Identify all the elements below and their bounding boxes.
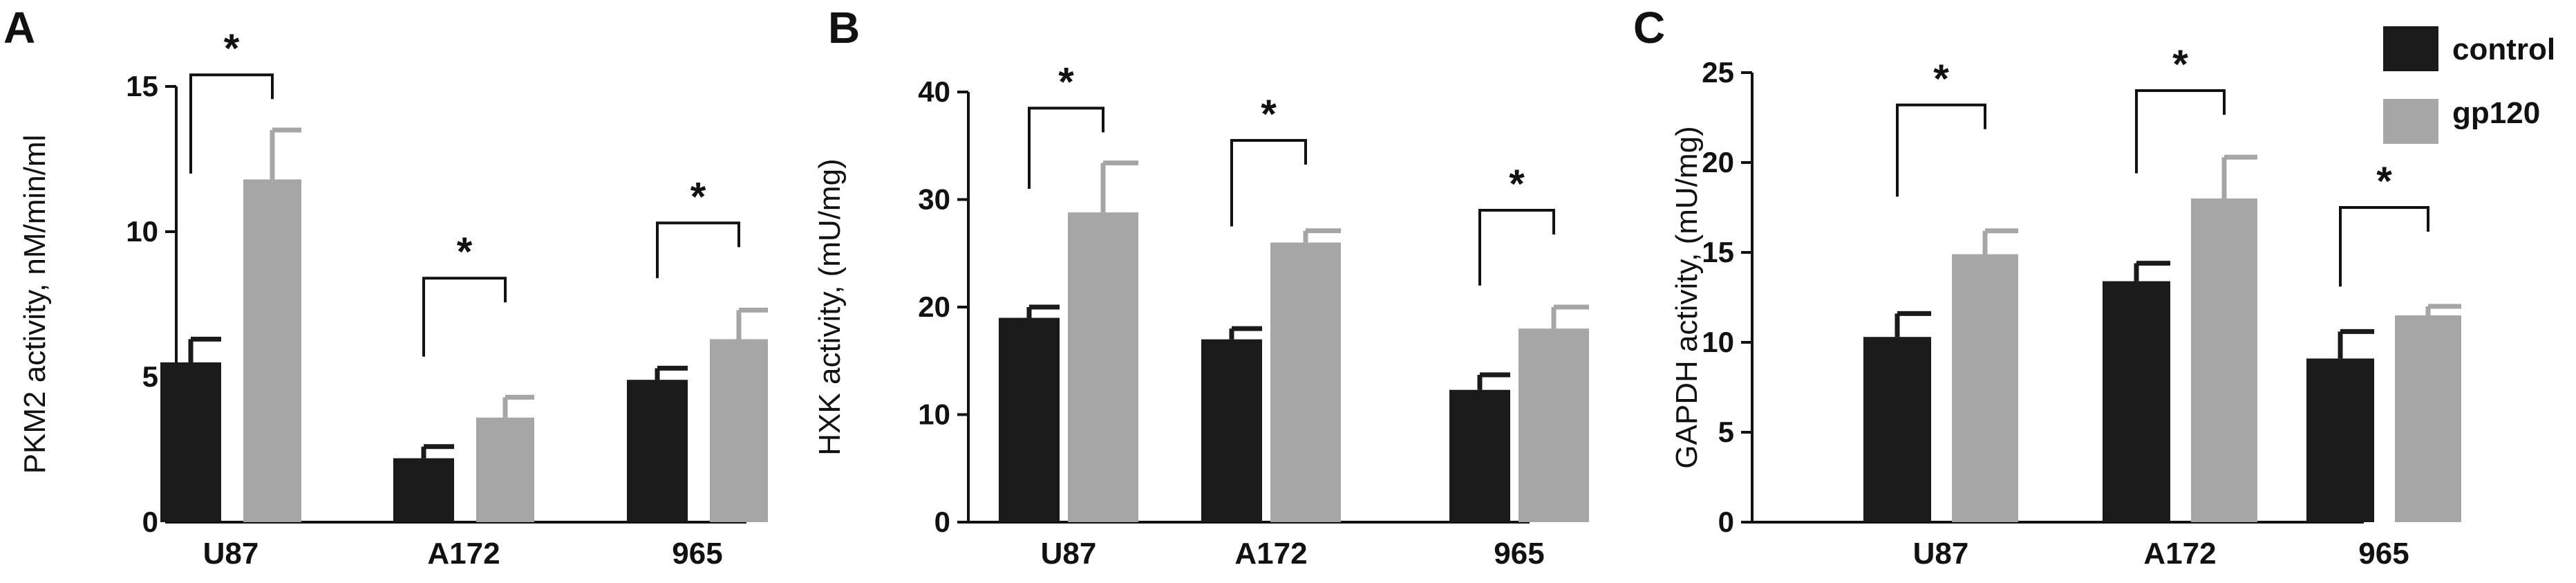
y-axis-label: PKM2 activity, nM/min/ml: [18, 135, 52, 474]
panel-b: B HXK activity, (mU/mg) 0 10 20 30 40 U87 * A172 *…: [813, 3, 1589, 571]
y-tick-label: 25: [1702, 56, 1734, 89]
y-tick-label: 15: [126, 70, 158, 102]
legend-swatch-gp120: [2383, 99, 2438, 144]
y-tick-label: 20: [1702, 146, 1734, 178]
y-tick-label: 5: [142, 360, 158, 393]
y-tick-label: 0: [142, 506, 158, 538]
bar-control-965: [1449, 389, 1510, 522]
significance-star-u87: *: [224, 26, 240, 71]
bar-control-965: [2306, 358, 2374, 522]
bar-control-u87: [1863, 337, 1931, 522]
legend-label-control: control: [2452, 33, 2555, 66]
significance-bracket-a172: [2135, 89, 2226, 174]
significance-star-965: *: [1509, 162, 1525, 207]
significance-star-a172: *: [2172, 42, 2188, 87]
y-axis-label: GAPDH activity, (mU/mg): [1670, 126, 1704, 468]
x-tick-label-a172: A172: [1234, 537, 1307, 571]
legend-swatch-control: [2383, 26, 2438, 71]
significance-bracket-u87: [189, 73, 274, 174]
x-tick-label-965: 965: [1494, 537, 1544, 571]
y-tick-label: 30: [918, 183, 950, 216]
significance-bracket-965: [2339, 206, 2429, 287]
significance-star-965: *: [690, 174, 706, 219]
significance-bracket-a172: [422, 277, 507, 357]
x-tick-label-965: 965: [672, 537, 722, 571]
legend: control gp120: [2383, 26, 2555, 144]
panel-letter: C: [1633, 3, 1665, 53]
y-tick-label: 10: [918, 398, 950, 431]
x-tick-label-u87: U87: [1041, 537, 1097, 571]
bar-gp120-965: [710, 339, 768, 522]
significance-star-a172: *: [1261, 92, 1277, 137]
bar-control-a172: [393, 458, 454, 522]
significance-bracket-a172: [1230, 138, 1307, 227]
x-tick-label-u87: U87: [203, 537, 259, 571]
bar-gp120-u87: [1952, 254, 2018, 522]
y-tick-label: 20: [918, 290, 950, 323]
significance-star-a172: *: [457, 230, 473, 275]
bar-control-a172: [2103, 281, 2170, 522]
x-tick-label-965: 965: [2358, 537, 2409, 571]
bar-gp120-a172: [476, 417, 534, 522]
bar-control-u87: [160, 362, 221, 522]
significance-star-u87: *: [1058, 59, 1074, 104]
bar-gp120-u87: [1068, 212, 1138, 522]
y-tick-label: 0: [1718, 506, 1734, 538]
significance-bracket-965: [656, 221, 740, 279]
significance-star-u87: *: [1933, 57, 1949, 102]
significance-star-965: *: [2376, 159, 2392, 204]
significance-bracket-u87: [1896, 103, 1986, 197]
bar-control-965: [627, 380, 688, 522]
x-tick-label-u87: U87: [1913, 537, 1969, 571]
bar-gp120-965: [2395, 315, 2461, 522]
bar-control-u87: [999, 317, 1060, 522]
x-tick-label-a172: A172: [427, 537, 500, 571]
panel-letter: B: [828, 3, 860, 53]
bar-gp120-a172: [2191, 198, 2257, 522]
panel-a: A PKM2 activity, nM/min/ml 0 5 10 15 U87 * A172 *…: [3, 3, 768, 571]
y-tick-label: 5: [1718, 416, 1734, 448]
significance-bracket-965: [1478, 209, 1555, 286]
y-tick-label: 40: [918, 75, 950, 108]
legend-label-gp120: gp120: [2452, 96, 2540, 130]
y-tick-label: 10: [126, 215, 158, 248]
panel-c: C GAPDH activity, (mU/mg) 0 5 10 15 20 25 U87 * A1…: [1633, 3, 2461, 571]
x-tick-label-a172: A172: [2143, 537, 2216, 571]
y-axis-label: HXK activity, (mU/mg): [813, 158, 847, 455]
y-tick-label: 10: [1702, 326, 1734, 358]
y-tick-label: 15: [1702, 236, 1734, 268]
significance-bracket-u87: [1028, 107, 1104, 189]
bar-gp120-965: [1519, 328, 1589, 522]
bar-gp120-u87: [243, 179, 301, 522]
bar-control-a172: [1201, 339, 1262, 522]
panel-letter: A: [3, 3, 35, 53]
y-tick-label: 0: [934, 506, 950, 538]
bar-gp120-a172: [1270, 242, 1341, 522]
